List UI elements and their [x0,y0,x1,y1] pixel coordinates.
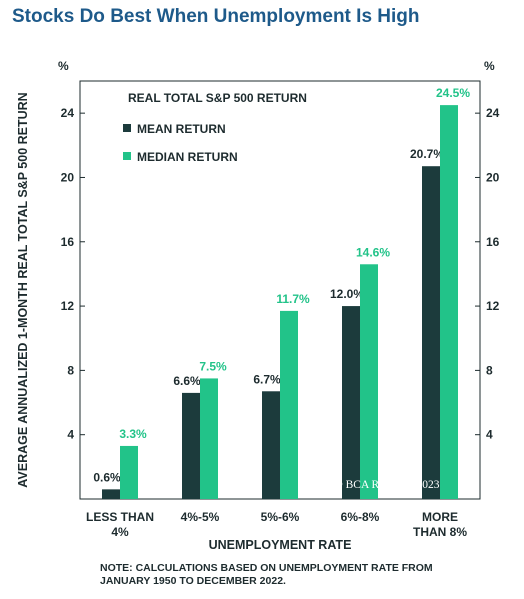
footnote-line-1: NOTE: CALCULATIONS BASED ON UNEMPLOYMENT… [100,562,433,574]
y-tick-label-right: 16 [486,235,500,249]
y-tick-label-right: 24 [486,106,500,120]
footnote-line-2: JANUARY 1950 TO DECEMBER 2022. [100,575,286,587]
legend-title: REAL TOTAL S&P 500 RETURN [128,91,307,105]
legend-swatch-mean [123,124,131,132]
chart-title: Stocks Do Best When Unemployment Is High [12,6,420,27]
label-mean-3: 6.7% [253,372,281,386]
y-tick-label-left: 16 [61,235,75,249]
legend-label-mean: MEAN RETURN [137,122,226,136]
legend-swatch-median [123,152,131,160]
y-unit-left: % [58,59,69,73]
y-tick-label-right: 4 [486,428,493,442]
y-tick-label-right: 20 [486,170,500,184]
y-tick-label-left: 12 [61,299,75,313]
x-category-label: 4% [111,525,129,539]
x-axis-title: UNEMPLOYMENT RATE [209,538,352,552]
bar-mean-4 [342,306,360,499]
y-tick-label-right: 8 [486,363,493,377]
y-tick-label-left: 24 [61,106,75,120]
y-tick-label-right: 12 [486,299,500,313]
y-tick-label-left: 4 [67,428,74,442]
bar-median-5 [440,105,458,499]
bar-median-4 [360,264,378,499]
label-mean-2: 6.6% [173,374,201,388]
y-tick-label-left: 20 [61,170,75,184]
bars: 0.6% 3.3% 6.6%7.5% 6.7% 11.7% 12.0% 14.6% 20.7%… [93,86,470,499]
x-category-label: THAN 8% [413,525,467,539]
bar-mean-5 [422,166,440,499]
x-category-label: 6%-8% [341,510,380,524]
x-category-label: MORE [422,510,458,524]
label-median-5: 24.5% [436,86,470,100]
x-category-label: LESS THAN [86,510,154,524]
bar-median-2 [200,378,218,499]
label-median-4: 14.6% [356,245,390,259]
footnote: NOTE: CALCULATIONS BASED ON UNEMPLOYMENT… [100,562,433,588]
left-y-axis: 4 8 12 16 20 24 [61,106,85,442]
right-y-axis: 4 8 12 16 20 24 [475,106,500,442]
watermark: © BCA Research 2023 [334,479,440,491]
label-mean-5: 20.7% [410,147,444,161]
bar-mean-3 [262,391,280,499]
x-category-label: 5%-6% [261,510,300,524]
y-unit-right: % [484,59,495,73]
label-median-2: 7.5% [199,359,227,373]
legend-label-median: MEDIAN RETURN [137,150,238,164]
label-median-3: 11.7% [276,292,310,306]
legend: REAL TOTAL S&P 500 RETURN MEAN RETURN ME… [123,91,307,164]
label-median-1: 3.3% [119,427,147,441]
label-mean-4: 12.0% [330,287,364,301]
bar-median-1 [120,445,138,499]
x-category-label: 4%-5% [181,510,220,524]
y-tick-label-left: 8 [67,363,74,377]
bar-mean-1 [102,489,120,499]
bar-median-3 [280,310,298,499]
label-mean-1: 0.6% [93,470,121,484]
y-axis-title: AVERAGE ANNUALIZED 1-MONTH REAL TOTAL S&… [16,92,30,487]
bar-mean-2 [182,392,200,499]
